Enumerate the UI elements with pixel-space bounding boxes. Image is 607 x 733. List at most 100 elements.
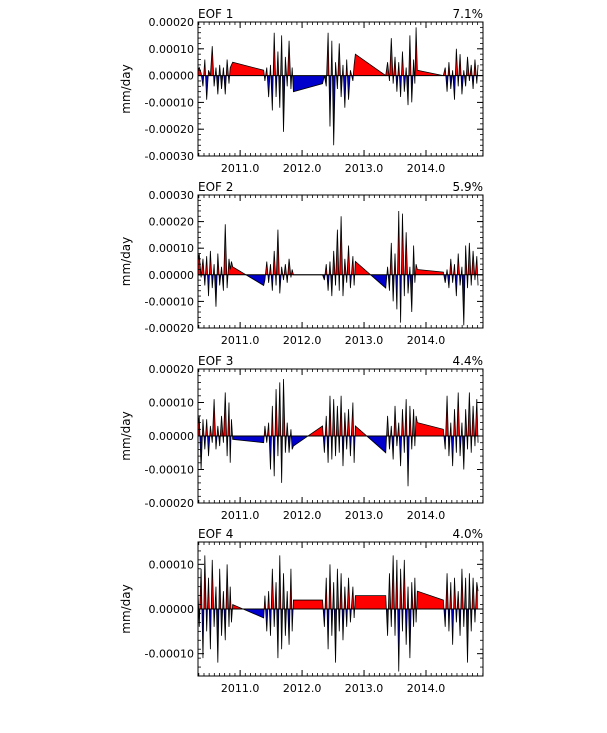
data-point [337, 229, 338, 230]
data-point [413, 626, 414, 627]
data-point [227, 59, 228, 60]
data-point [389, 80, 390, 81]
data-point [389, 449, 390, 450]
data-point [232, 266, 233, 267]
data-point [458, 591, 459, 592]
data-point [328, 32, 329, 33]
data-point [268, 96, 269, 97]
data-point [348, 577, 349, 578]
data-point [335, 285, 336, 286]
data-point [268, 282, 269, 283]
data-point [465, 245, 466, 246]
data-point [281, 35, 282, 36]
data-point [290, 429, 291, 430]
data-point [208, 577, 209, 578]
data-point [344, 258, 345, 259]
data-point [471, 631, 472, 632]
data-point [206, 99, 207, 100]
data-point [212, 46, 213, 47]
data-point [448, 456, 449, 457]
y-tick-label: -0.00010 [145, 464, 194, 477]
data-point [263, 442, 264, 443]
data-point [217, 94, 218, 95]
data-point [393, 83, 394, 84]
data-point [415, 415, 416, 416]
data-point [406, 399, 407, 400]
data-point [452, 70, 453, 71]
eof-panel-4: 0.00010 0.00000 -0.00010 2011.0 2012.0 2013.0… [119, 527, 484, 695]
data-point [219, 445, 220, 446]
data-point [223, 442, 224, 443]
plot-frame [197, 194, 484, 329]
data-point [459, 635, 460, 636]
data-point [272, 110, 273, 111]
data-point [414, 445, 415, 446]
data-point [199, 67, 200, 68]
data-point [324, 280, 325, 281]
data-point [283, 378, 284, 379]
data-point [354, 462, 355, 463]
data-point [287, 282, 288, 283]
data-point [350, 456, 351, 457]
data-point [217, 662, 218, 663]
data-point [266, 261, 267, 262]
data-point [322, 425, 323, 426]
data-point [344, 586, 345, 587]
data-point [348, 245, 349, 246]
x-tick-label: 2012.0 [283, 162, 322, 175]
data-point [346, 59, 347, 60]
data-point [326, 577, 327, 578]
negative-area [198, 75, 479, 146]
data-point [350, 622, 351, 623]
data-point [275, 389, 276, 390]
data-point [342, 295, 343, 296]
data-point [463, 626, 464, 627]
data-point [409, 658, 410, 659]
data-point [454, 99, 455, 100]
data-point [404, 91, 405, 92]
y-tick-label: 0.00000 [149, 70, 195, 83]
data-point [201, 72, 202, 73]
data-point [204, 555, 205, 556]
positive-area [198, 555, 479, 609]
data-point [452, 282, 453, 283]
data-point [283, 573, 284, 574]
data-point [206, 256, 207, 257]
data-point [204, 285, 205, 286]
data-point [215, 67, 216, 68]
data-point [335, 662, 336, 663]
data-point [476, 256, 477, 257]
data-point [407, 104, 408, 105]
data-point [465, 577, 466, 578]
data-point [274, 32, 275, 33]
data-point [402, 51, 403, 52]
data-point [333, 145, 334, 146]
data-point [400, 568, 401, 569]
data-point [352, 402, 353, 403]
data-point [387, 635, 388, 636]
data-point [413, 409, 414, 410]
data-point [287, 422, 288, 423]
data-point [219, 568, 220, 569]
data-point [406, 232, 407, 233]
data-point [407, 586, 408, 587]
data-point [290, 568, 291, 569]
data-point [391, 425, 392, 426]
x-tick-label: 2014.0 [407, 334, 446, 347]
data-point [446, 573, 447, 574]
data-point [272, 405, 273, 406]
y-tick-label: -0.00020 [145, 497, 194, 510]
data-point [454, 577, 455, 578]
y-tick-label: 0.00030 [149, 189, 195, 202]
data-point [456, 622, 457, 623]
data-point [476, 83, 477, 84]
data-point [446, 91, 447, 92]
data-point [279, 293, 280, 294]
data-point [230, 67, 231, 68]
data-point [341, 395, 342, 396]
data-point [446, 395, 447, 396]
data-point [414, 83, 415, 84]
data-point [329, 261, 330, 262]
x-tick-label: 2011.0 [221, 162, 260, 175]
data-point [465, 86, 466, 87]
